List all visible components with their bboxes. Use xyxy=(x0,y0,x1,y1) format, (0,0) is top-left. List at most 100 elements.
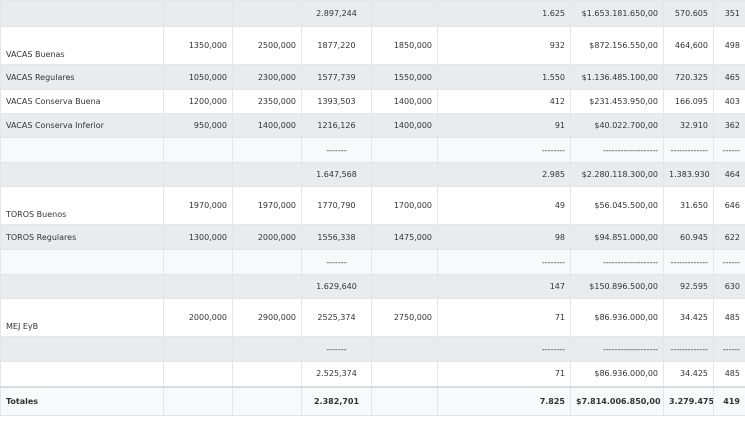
amount-cell: $40.022.700,00 xyxy=(570,113,664,138)
amount-cell: $56.045.500,00 xyxy=(570,186,664,225)
category-cell xyxy=(0,137,164,163)
category-cell: VACAS Buenas xyxy=(0,26,164,65)
mode-price-cell xyxy=(371,385,438,416)
amount-cell: $86.936.000,00 xyxy=(570,361,664,387)
heads-cell: 2.985 xyxy=(437,162,571,187)
table-row: ------- -------- ------------------- ------… xyxy=(0,249,745,275)
kilos-cell: 166.095 xyxy=(663,89,714,114)
avg-weight-cell: 362 xyxy=(713,113,745,138)
kilos-cell: 720.325 xyxy=(663,64,714,90)
mode-price-cell: 1400,000 xyxy=(371,113,438,138)
table-row: MEJ EyB 2000,000 2900,000 2525,374 2750,000 7… xyxy=(0,298,745,337)
min-price-cell: 1200,000 xyxy=(163,89,233,114)
table-row: VACAS Buenas 1350,000 2500,000 1877,220 1850… xyxy=(0,26,745,65)
amount-cell: $231.453.950,00 xyxy=(570,89,664,114)
table-row: ------- -------- ------------------- ------… xyxy=(0,137,745,163)
avg-price-cell: 2.382,701 xyxy=(301,385,372,416)
avg-weight-cell: 646 xyxy=(713,186,745,225)
kilos-cell: 92.595 xyxy=(663,274,714,299)
min-price-cell: 1050,000 xyxy=(163,64,233,90)
min-price-cell: 950,000 xyxy=(163,113,233,138)
max-price-cell xyxy=(232,361,302,387)
max-price-cell xyxy=(232,162,302,187)
max-price-cell xyxy=(232,385,302,416)
mode-price-cell: 1850,000 xyxy=(371,26,438,65)
avg-price-cell: 1.629,640 xyxy=(301,274,372,299)
avg-weight-cell: 622 xyxy=(713,224,745,250)
table-row: 1.647,568 2.985 $2.280.118.300,00 1.383.930… xyxy=(0,162,745,187)
amount-cell: $7.814.006.850,00 xyxy=(570,385,664,416)
max-price-cell: 1400,000 xyxy=(232,113,302,138)
amount-cell: ------------------- xyxy=(570,336,664,362)
heads-cell: 71 xyxy=(437,298,571,337)
avg-price-cell: 1577,739 xyxy=(301,64,372,90)
table-row: 2.897,244 1.625 $1.653.181.650,00 570.605 35… xyxy=(0,0,745,27)
category-cell xyxy=(0,361,164,387)
table-row: TOROS Buenos 1970,000 1970,000 1770,790 1700… xyxy=(0,186,745,225)
amount-cell: $872.156.550,00 xyxy=(570,26,664,65)
table-row: VACAS Conserva Inferior 950,000 1400,000 12… xyxy=(0,113,745,138)
min-price-cell xyxy=(163,385,233,416)
kilos-cell: 464,600 xyxy=(663,26,714,65)
category-cell xyxy=(0,249,164,275)
min-price-cell xyxy=(163,162,233,187)
mode-price-cell xyxy=(371,0,438,27)
avg-weight-cell: ------ xyxy=(713,249,745,275)
min-price-cell xyxy=(163,336,233,362)
table-row: VACAS Conserva Buena 1200,000 2350,000 1393… xyxy=(0,89,745,114)
kilos-cell: 32.910 xyxy=(663,113,714,138)
mode-price-cell: 1475,000 xyxy=(371,224,438,250)
category-cell xyxy=(0,336,164,362)
mode-price-cell xyxy=(371,249,438,275)
mode-price-cell: 1550,000 xyxy=(371,64,438,90)
min-price-cell xyxy=(163,249,233,275)
avg-price-cell: 2525,374 xyxy=(301,298,372,337)
avg-price-cell: 1.647,568 xyxy=(301,162,372,187)
amount-cell: $1.653.181.650,00 xyxy=(570,0,664,27)
amount-cell: $94.851.000,00 xyxy=(570,224,664,250)
heads-cell: -------- xyxy=(437,249,571,275)
category-cell: VACAS Regulares xyxy=(0,64,164,90)
mode-price-cell xyxy=(371,137,438,163)
kilos-cell: ------------- xyxy=(663,336,714,362)
category-cell: TOROS Regulares xyxy=(0,224,164,250)
mode-price-cell: 1400,000 xyxy=(371,89,438,114)
kilos-cell: 3.279.475 xyxy=(663,385,714,416)
avg-weight-cell: 630 xyxy=(713,274,745,299)
kilos-cell: 31.650 xyxy=(663,186,714,225)
min-price-cell: 1970,000 xyxy=(163,186,233,225)
heads-cell: 71 xyxy=(437,361,571,387)
table-row: ------- -------- ------------------- ------… xyxy=(0,336,745,362)
kilos-cell: 34.425 xyxy=(663,298,714,337)
heads-cell: 932 xyxy=(437,26,571,65)
kilos-cell: 34.425 xyxy=(663,361,714,387)
max-price-cell xyxy=(232,249,302,275)
table-row: 2.525,374 71 $86.936.000,00 34.425 485 xyxy=(0,361,745,387)
avg-weight-cell: ------ xyxy=(713,336,745,362)
min-price-cell xyxy=(163,0,233,27)
heads-cell: -------- xyxy=(437,336,571,362)
avg-price-cell: 2.897,244 xyxy=(301,0,372,27)
avg-weight-cell: 464 xyxy=(713,162,745,187)
mode-price-cell: 2750,000 xyxy=(371,298,438,337)
heads-cell: 1.550 xyxy=(437,64,571,90)
kilos-cell: 570.605 xyxy=(663,0,714,27)
amount-cell: $86.936.000,00 xyxy=(570,298,664,337)
max-price-cell xyxy=(232,274,302,299)
avg-price-cell: 2.525,374 xyxy=(301,361,372,387)
avg-weight-cell: 465 xyxy=(713,64,745,90)
heads-cell: 7.825 xyxy=(437,385,571,416)
table-row: VACAS Regulares 1050,000 2300,000 1577,739 1… xyxy=(0,64,745,90)
table-row: 1.629,640 147 $150.896.500,00 92.595 630 xyxy=(0,274,745,299)
mode-price-cell xyxy=(371,361,438,387)
max-price-cell: 2300,000 xyxy=(232,64,302,90)
category-cell: MEJ EyB xyxy=(0,298,164,337)
heads-cell: 412 xyxy=(437,89,571,114)
avg-weight-cell: 419 xyxy=(713,385,745,416)
avg-weight-cell: 485 xyxy=(713,298,745,337)
kilos-cell: ------------- xyxy=(663,249,714,275)
avg-weight-cell: 498 xyxy=(713,26,745,65)
min-price-cell: 1350,000 xyxy=(163,26,233,65)
max-price-cell: 2500,000 xyxy=(232,26,302,65)
